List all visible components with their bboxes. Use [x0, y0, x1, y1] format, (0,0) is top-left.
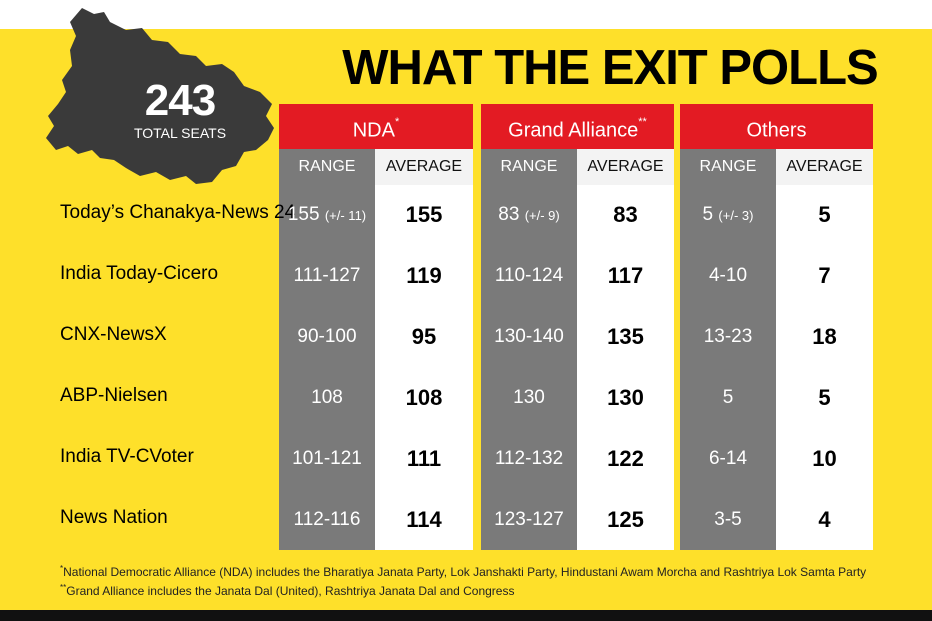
average-column: [375, 185, 473, 550]
nda-range-cell: 101-121: [292, 448, 362, 469]
total-seats-value: 243: [144, 76, 216, 125]
others-average-cell: 5: [818, 202, 831, 227]
others-range-cell: 5 (+/- 3): [702, 204, 754, 225]
others-average-cell: 5: [818, 385, 831, 410]
ga-average-cell: 135: [607, 324, 644, 349]
subheader-average: AVERAGE: [577, 149, 674, 185]
pollster-label: India TV-CVoter: [60, 446, 194, 467]
ga-range-cell: 83 (+/- 9): [498, 204, 560, 225]
nda-average-cell: 155: [405, 202, 443, 227]
group-header-nda: NDA*: [279, 104, 473, 149]
ga-average-cell: 117: [607, 263, 644, 288]
nda-range-cell: 112-116: [293, 509, 361, 530]
nda-average-cell: 119: [406, 263, 442, 288]
nda-average-cell: 114: [406, 507, 442, 532]
range-column: [279, 185, 375, 550]
pollster-label: India Today-Cicero: [60, 263, 219, 284]
ga-range-cell: 123-127: [494, 509, 564, 530]
pollster-label: Today’s Chanakya-News 24: [60, 202, 296, 223]
nda-range-cell: 90-100: [297, 326, 357, 347]
average-column: [776, 185, 873, 550]
others-average-cell: 18: [812, 324, 837, 349]
footnote-nda: *National Democratic Alliance (NDA) incl…: [60, 564, 867, 579]
ga-average-cell: 83: [613, 202, 638, 227]
subheader-range: RANGE: [481, 149, 577, 185]
group-header-others: Others: [680, 104, 873, 149]
ga-range-cell: 130: [513, 387, 545, 408]
range-column: [481, 185, 577, 550]
total-seats-label: TOTAL SEATS: [133, 125, 227, 141]
others-range-cell: 4-10: [708, 265, 748, 286]
range-column: [680, 185, 776, 550]
others-range-cell: 6-14: [708, 448, 748, 469]
nda-average-cell: 95: [411, 324, 437, 349]
subheader-average: AVERAGE: [776, 149, 873, 185]
subheader-range: RANGE: [680, 149, 776, 185]
others-average-cell: 4: [818, 507, 831, 532]
ga-range-cell: 130-140: [494, 326, 564, 347]
pollster-label: ABP-Nielsen: [60, 385, 168, 406]
nda-average-cell: 111: [406, 446, 442, 471]
others-range-cell: 3-5: [714, 509, 742, 530]
others-range-cell: 13-23: [703, 326, 753, 347]
nda-range-cell: 155 (+/- 11): [287, 204, 367, 225]
bihar-map-icon: [46, 8, 274, 184]
ga-average-cell: 130: [607, 385, 644, 410]
others-average-cell: 7: [818, 263, 831, 288]
footnote-grand-alliance: **Grand Alliance includes the Janata Dal…: [60, 583, 515, 598]
others-average-cell: 10: [812, 446, 837, 471]
pollster-label: News Nation: [60, 507, 168, 528]
nda-average-cell: 108: [405, 385, 443, 410]
ga-range-cell: 112-132: [494, 448, 564, 469]
ga-range-cell: 110-124: [494, 265, 564, 286]
ga-average-cell: 122: [607, 446, 644, 471]
subheader-range: RANGE: [279, 149, 375, 185]
subheader-average: AVERAGE: [375, 149, 473, 185]
nda-range-cell: 111-127: [293, 265, 361, 286]
average-column: [577, 185, 674, 550]
group-header-grand-alliance: Grand Alliance**: [481, 104, 674, 149]
ga-average-cell: 125: [607, 507, 644, 532]
pollster-label: CNX-NewsX: [60, 324, 167, 345]
nda-range-cell: 108: [311, 387, 343, 408]
others-range-cell: 5: [722, 387, 734, 408]
bottom-bar: [0, 610, 932, 621]
